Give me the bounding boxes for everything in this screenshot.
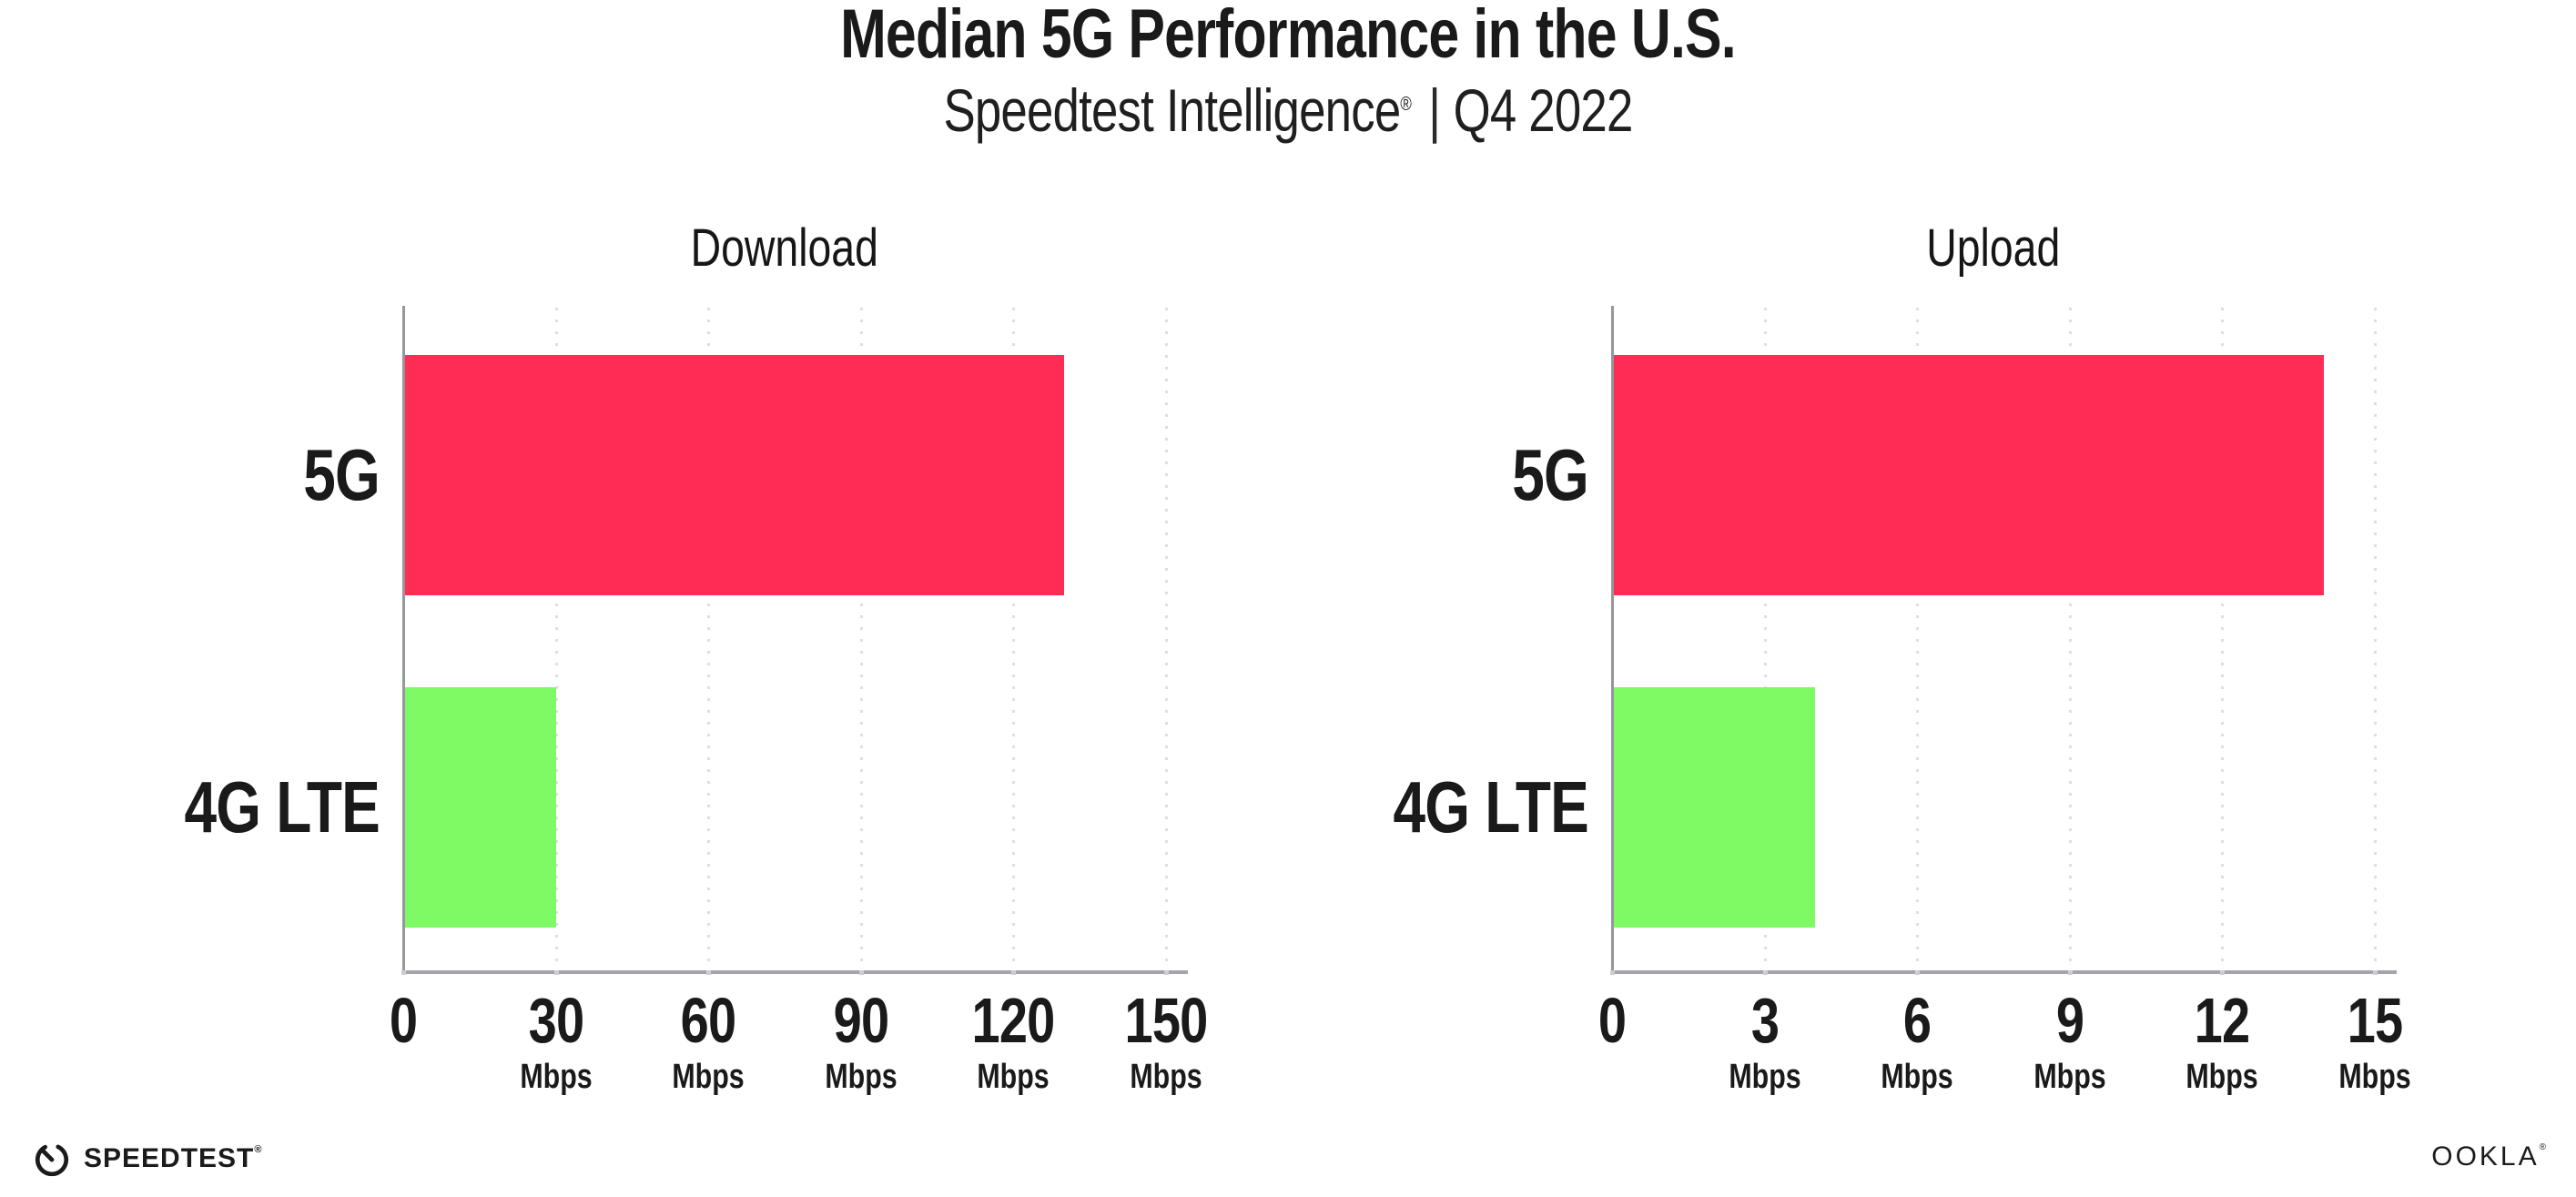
tick-value: 60 (680, 985, 736, 1056)
x-axis (1611, 970, 2397, 974)
y-axis (402, 306, 405, 971)
tick-unit-label: Mbps (1129, 1058, 1202, 1096)
tick-label-15: 15 Mbps (2295, 989, 2455, 1094)
tick-unit-label: Mbps (2033, 1058, 2106, 1096)
gridline-12 (2221, 308, 2224, 971)
tick-label-60: 60 Mbps (628, 989, 788, 1094)
gridline-6 (1916, 308, 1919, 971)
gridline-150 (1164, 308, 1168, 971)
x-axis (402, 970, 1188, 974)
tick-label-150: 150 Mbps (1086, 989, 1246, 1094)
registered-mark: ® (1400, 94, 1412, 115)
speedtest-registered-mark: ® (254, 1144, 263, 1155)
bar-4g-lte-upload (1612, 687, 1816, 928)
tick-mark-0 (1610, 970, 1615, 975)
category-label-4g-lte: 4G LTE (184, 766, 380, 847)
category-label-4g-lte: 4G LTE (1393, 766, 1589, 847)
chart-title-upload: Upload (1926, 218, 2061, 278)
tick-unit-label: Mbps (824, 1058, 898, 1096)
chart-title-download: Download (690, 218, 878, 278)
tick-label-90: 90 Mbps (781, 989, 941, 1094)
bar-5g-upload (1612, 355, 2324, 595)
tick-unit-label: Mbps (1881, 1058, 1953, 1096)
tick-value: 120 (971, 985, 1055, 1056)
tick-value: 12 (2194, 985, 2251, 1056)
tick-value: 30 (528, 985, 583, 1056)
tick-mark-30 (553, 970, 559, 975)
ookla-label: OOKLA (2431, 1141, 2540, 1172)
ookla-logo: OOKLA® (2431, 1143, 2549, 1171)
bar-5g-download (403, 355, 1064, 595)
gridline-9 (2068, 308, 2072, 971)
gridline-15 (2373, 308, 2377, 971)
gridline-3 (1763, 308, 1767, 971)
gridline-60 (707, 308, 710, 971)
tick-mark-3 (1762, 970, 1768, 975)
tick-value: 6 (1902, 985, 1932, 1056)
subtitle-period: Q4 2022 (1453, 76, 1634, 144)
page-title: Median 5G Performance in the U.S. (840, 0, 1737, 73)
tick-unit-label: Mbps (672, 1058, 745, 1096)
tick-mark-12 (2220, 970, 2225, 975)
tick-value: 0 (1597, 985, 1627, 1056)
speedtest-label: SPEEDTEST (84, 1143, 255, 1173)
tick-unit-label: Mbps (519, 1058, 593, 1096)
tick-mark-9 (2067, 970, 2073, 975)
tick-value: 90 (833, 985, 888, 1056)
tick-unit-label: Mbps (2338, 1058, 2411, 1096)
subtitle-brand: Speedtest Intelligence (943, 76, 1401, 144)
plot-area-upload (1610, 306, 2397, 975)
tick-value: 3 (1750, 985, 1779, 1056)
speedtest-gauge-icon (33, 1140, 71, 1178)
plot-area-download (401, 306, 1188, 975)
tick-mark-60 (706, 970, 711, 975)
tick-mark-150 (1163, 970, 1169, 975)
tick-mark-6 (1915, 970, 1920, 975)
tick-mark-0 (401, 970, 406, 975)
tick-value: 150 (1123, 985, 1208, 1056)
tick-mark-120 (1011, 970, 1016, 975)
tick-value: 15 (2347, 985, 2403, 1056)
bar-4g-lte-download (403, 687, 556, 928)
category-label-5g: 5G (1512, 434, 1589, 515)
speedtest-wordmark: SPEEDTEST® (84, 1145, 262, 1172)
category-label-5g: 5G (303, 434, 380, 515)
tick-label-30: 30 Mbps (476, 989, 636, 1094)
tick-value: 9 (2055, 985, 2084, 1056)
tick-unit-label: Mbps (977, 1058, 1050, 1096)
tick-label-3: 3 Mbps (1685, 989, 1845, 1094)
tick-label-12: 12 Mbps (2142, 989, 2302, 1094)
gridline-90 (859, 308, 863, 971)
page-subtitle: Speedtest Intelligence® | Q4 2022 (258, 80, 2318, 140)
tick-mark-15 (2372, 970, 2378, 975)
tick-label-9: 9 Mbps (1990, 989, 2150, 1094)
gridline-120 (1012, 308, 1015, 971)
speedtest-logo: SPEEDTEST® (33, 1140, 262, 1178)
subtitle-separator: | (1428, 76, 1441, 144)
tick-label-0: 0 (323, 989, 483, 1052)
tick-value: 0 (389, 985, 418, 1056)
gridline-30 (554, 308, 558, 971)
ookla-wordmark: OOKLA® (2431, 1141, 2549, 1172)
tick-label-0: 0 (1532, 989, 1692, 1052)
y-axis (1611, 306, 1614, 971)
tick-unit-label: Mbps (2186, 1058, 2258, 1096)
ookla-registered-mark: ® (2539, 1142, 2549, 1152)
tick-label-6: 6 Mbps (1837, 989, 1997, 1094)
tick-mark-90 (858, 970, 864, 975)
tick-unit-label: Mbps (1728, 1058, 1801, 1096)
tick-label-120: 120 Mbps (933, 989, 1093, 1094)
